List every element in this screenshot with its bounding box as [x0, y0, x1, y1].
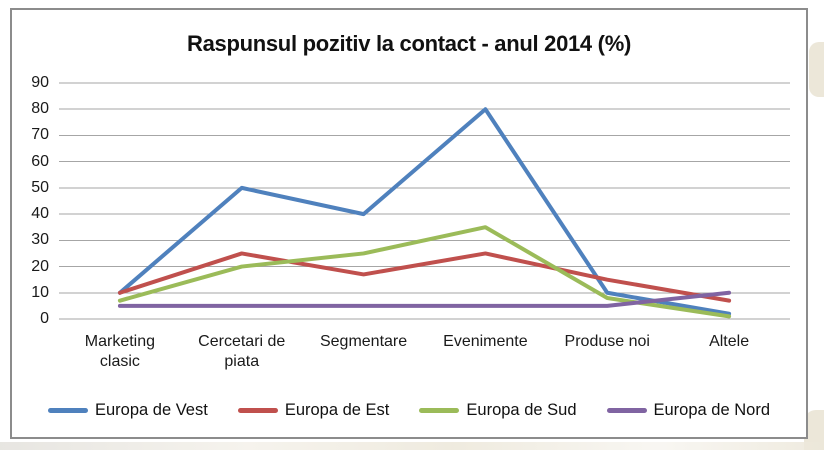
legend-line-swatch: [606, 408, 647, 413]
legend-item-europa-de-sud: Europa de Sud: [419, 401, 577, 420]
chart-legend: Europa de Vest Europa de Est Europa de Sud…: [12, 401, 806, 420]
y-axis-tick-label: 10: [31, 283, 49, 301]
y-axis-tick-label: 40: [31, 205, 49, 223]
legend-item-europa-de-nord: Europa de Nord: [606, 401, 771, 420]
legend-item-europa-de-est: Europa de Est: [237, 401, 390, 420]
y-axis-tick-label: 70: [31, 126, 49, 144]
x-axis-category-label: Produse noi: [564, 333, 650, 350]
series-line-europa-de-nord: [117, 290, 732, 308]
x-axis-category-label: Evenimente: [443, 333, 528, 350]
background-artifact: [0, 442, 824, 450]
y-axis-tick-label: 20: [31, 257, 49, 275]
chart-title: Raspunsul pozitiv la contact - anul 2014…: [187, 31, 631, 56]
chart-frame: Raspunsul pozitiv la contact - anul 2014…: [10, 8, 808, 439]
legend-line-swatch: [47, 408, 88, 413]
legend-line-swatch: [419, 408, 460, 413]
background-artifact: [804, 410, 824, 450]
series-line-europa-de-est: [117, 251, 732, 303]
legend-line-swatch: [237, 408, 278, 413]
legend-label: Europa de Sud: [466, 401, 577, 419]
y-axis-tick-label: 60: [31, 152, 49, 170]
y-axis-tick-label: 30: [31, 231, 49, 249]
background-artifact: [809, 42, 824, 97]
x-axis-category-label: Marketing clasic: [84, 333, 156, 370]
y-axis-tick-label: 90: [31, 74, 49, 91]
line-chart-plot: [59, 82, 790, 320]
legend-label: Europa de Vest: [94, 401, 208, 419]
legend-label: Europa de Nord: [653, 401, 771, 419]
series-line-europa-de-sud: [117, 225, 732, 319]
x-axis-category-label: Cercetari de piata: [198, 333, 286, 370]
legend-label: Europa de Est: [284, 401, 390, 419]
y-axis-tick-label: 0: [40, 310, 49, 327]
y-axis-tick-label: 50: [31, 178, 49, 196]
x-axis-category-label: Altele: [709, 333, 750, 350]
series-line-europa-de-vest: [117, 107, 732, 316]
legend-item-europa-de-vest: Europa de Vest: [47, 401, 208, 420]
x-axis-category-label: Segmentare: [319, 333, 408, 350]
y-axis-tick-label: 80: [31, 100, 49, 118]
